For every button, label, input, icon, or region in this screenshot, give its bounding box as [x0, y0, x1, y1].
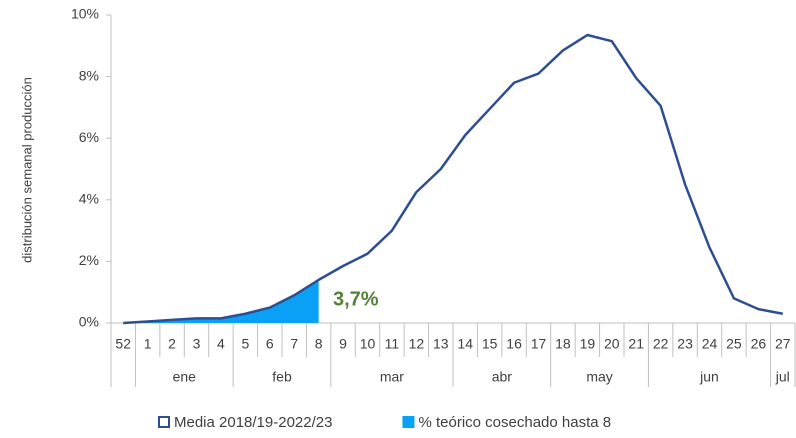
legend-swatch	[402, 416, 415, 428]
month-label: ene	[173, 369, 197, 385]
x-tick-label: 14	[457, 336, 473, 352]
x-tick-label: 12	[409, 336, 425, 352]
y-axis-label: distribución semanal producción	[19, 77, 34, 263]
x-tick-label: 15	[482, 336, 498, 352]
y-tick-label: 4%	[79, 191, 99, 207]
x-tick-label: 25	[726, 336, 742, 352]
x-tick-label: 22	[653, 336, 669, 352]
x-tick-label: 9	[339, 336, 347, 352]
annotation: 3,7%	[333, 288, 379, 310]
x-tick-label: 2	[168, 336, 176, 352]
y-tick-label: 8%	[79, 67, 99, 83]
x-tick-label: 21	[628, 336, 644, 352]
legend-label: Media 2018/19-2022/23	[174, 414, 332, 431]
line	[123, 33, 784, 325]
x-tick-label: 7	[290, 336, 298, 352]
x-tick-label: 17	[531, 336, 547, 352]
x-tick-label: 20	[604, 336, 620, 352]
x-tick-label: 11	[385, 336, 400, 352]
x-tick-label: 10	[360, 336, 376, 352]
x-tick-label: 5	[241, 336, 249, 352]
x-tick-label: 1	[144, 336, 152, 352]
area	[123, 279, 319, 323]
month-label: abr	[492, 369, 513, 385]
month-label: jul	[775, 369, 790, 385]
x-tick-label: 3	[193, 336, 201, 352]
month-label: feb	[272, 369, 292, 385]
month-label: mar	[380, 369, 404, 385]
x-tick-label: 23	[677, 336, 693, 352]
y-tick-label: 6%	[79, 129, 99, 145]
x-tick-label: 8	[315, 336, 323, 352]
y-tick-label: 2%	[79, 252, 99, 268]
x-tick-label: 6	[266, 336, 274, 352]
x-tick-label: 13	[433, 336, 449, 352]
month-label: jun	[699, 369, 719, 385]
x-tick-label: 24	[702, 336, 718, 352]
x-tick-label: 27	[775, 336, 791, 352]
x-tick-label: 52	[115, 336, 131, 352]
x-tick-label: 19	[580, 336, 596, 352]
legend-swatch	[158, 416, 170, 428]
x-tick-label: 18	[555, 336, 571, 352]
y-tick-label: 0%	[79, 314, 99, 330]
y-tick-label: 10%	[71, 6, 99, 22]
x-tick-label: 4	[217, 336, 225, 352]
x-tick-label: 26	[751, 336, 767, 352]
month-label: may	[586, 369, 612, 385]
x-tick-label: 16	[506, 336, 522, 352]
legend-label: % teórico cosechado hasta 8	[418, 414, 611, 431]
